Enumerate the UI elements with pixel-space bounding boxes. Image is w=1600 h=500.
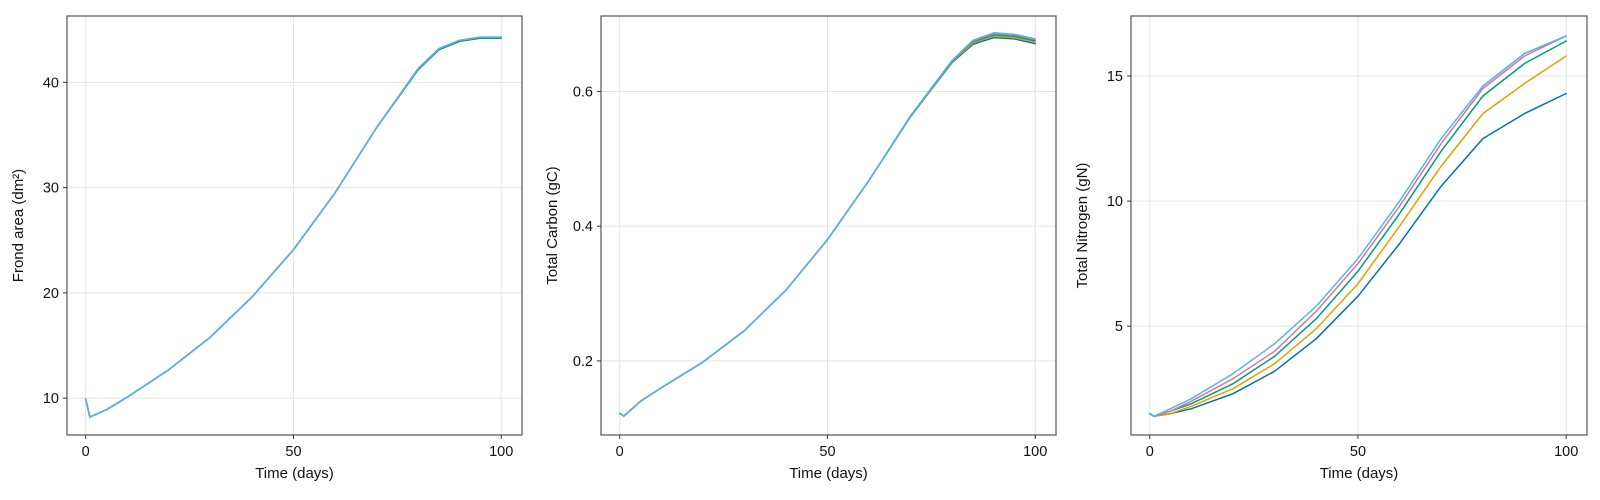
x-tick-label: 100 — [1554, 444, 1578, 460]
plot-frame — [66, 15, 523, 436]
y-tick-label: 15 — [1107, 69, 1123, 85]
y-tick-label: 0.2 — [573, 354, 593, 370]
chart-panel-3: 0 50 100 5 10 15 Time (days) Total Nitrogen (gN… — [1074, 15, 1588, 482]
y-tick-label: 0.4 — [573, 219, 593, 235]
y-tick-label: 30 — [43, 181, 59, 197]
series-line-5 — [618, 32, 1036, 417]
series-line-5 — [1148, 35, 1567, 417]
y-tick-label: 5 — [1115, 319, 1123, 335]
chart-panel-2: 0 50 100 0.2 0.4 0.6 Time (days) Total Carbon (… — [544, 15, 1057, 482]
series-line-2 — [1148, 55, 1567, 417]
x-axis-label: Time (days) — [1320, 465, 1399, 482]
x-axis-label: Time (days) — [789, 465, 868, 482]
x-tick-label: 0 — [616, 444, 624, 460]
y-axis-label: Total Nitrogen (gN) — [1074, 163, 1091, 289]
series-line-4 — [1148, 35, 1567, 417]
y-tick-label: 20 — [43, 286, 59, 302]
y-tick-label: 10 — [1107, 194, 1123, 210]
x-tick-label: 100 — [1023, 444, 1047, 460]
y-axis-label: Total Carbon (gC) — [544, 166, 561, 284]
x-axis-label: Time (days) — [255, 465, 334, 482]
plot-frame — [600, 15, 1057, 436]
x-tick-label: 50 — [285, 444, 301, 460]
x-tick-label: 0 — [82, 444, 90, 460]
series-line-5 — [84, 36, 502, 418]
y-axis-label: Frond area (dm²) — [10, 169, 27, 282]
x-tick-label: 50 — [819, 444, 835, 460]
y-tick-label: 40 — [43, 75, 59, 91]
y-tick-label: 0.6 — [573, 84, 593, 100]
plot-frame — [1130, 15, 1588, 436]
x-tick-label: 50 — [1350, 444, 1366, 460]
x-tick-label: 100 — [489, 444, 513, 460]
chart-panel-1: 0 50 100 10 20 30 40 Time (days) Frond area (dm²… — [10, 15, 523, 482]
x-tick-label: 0 — [1146, 444, 1154, 460]
y-tick-label: 10 — [43, 391, 59, 407]
